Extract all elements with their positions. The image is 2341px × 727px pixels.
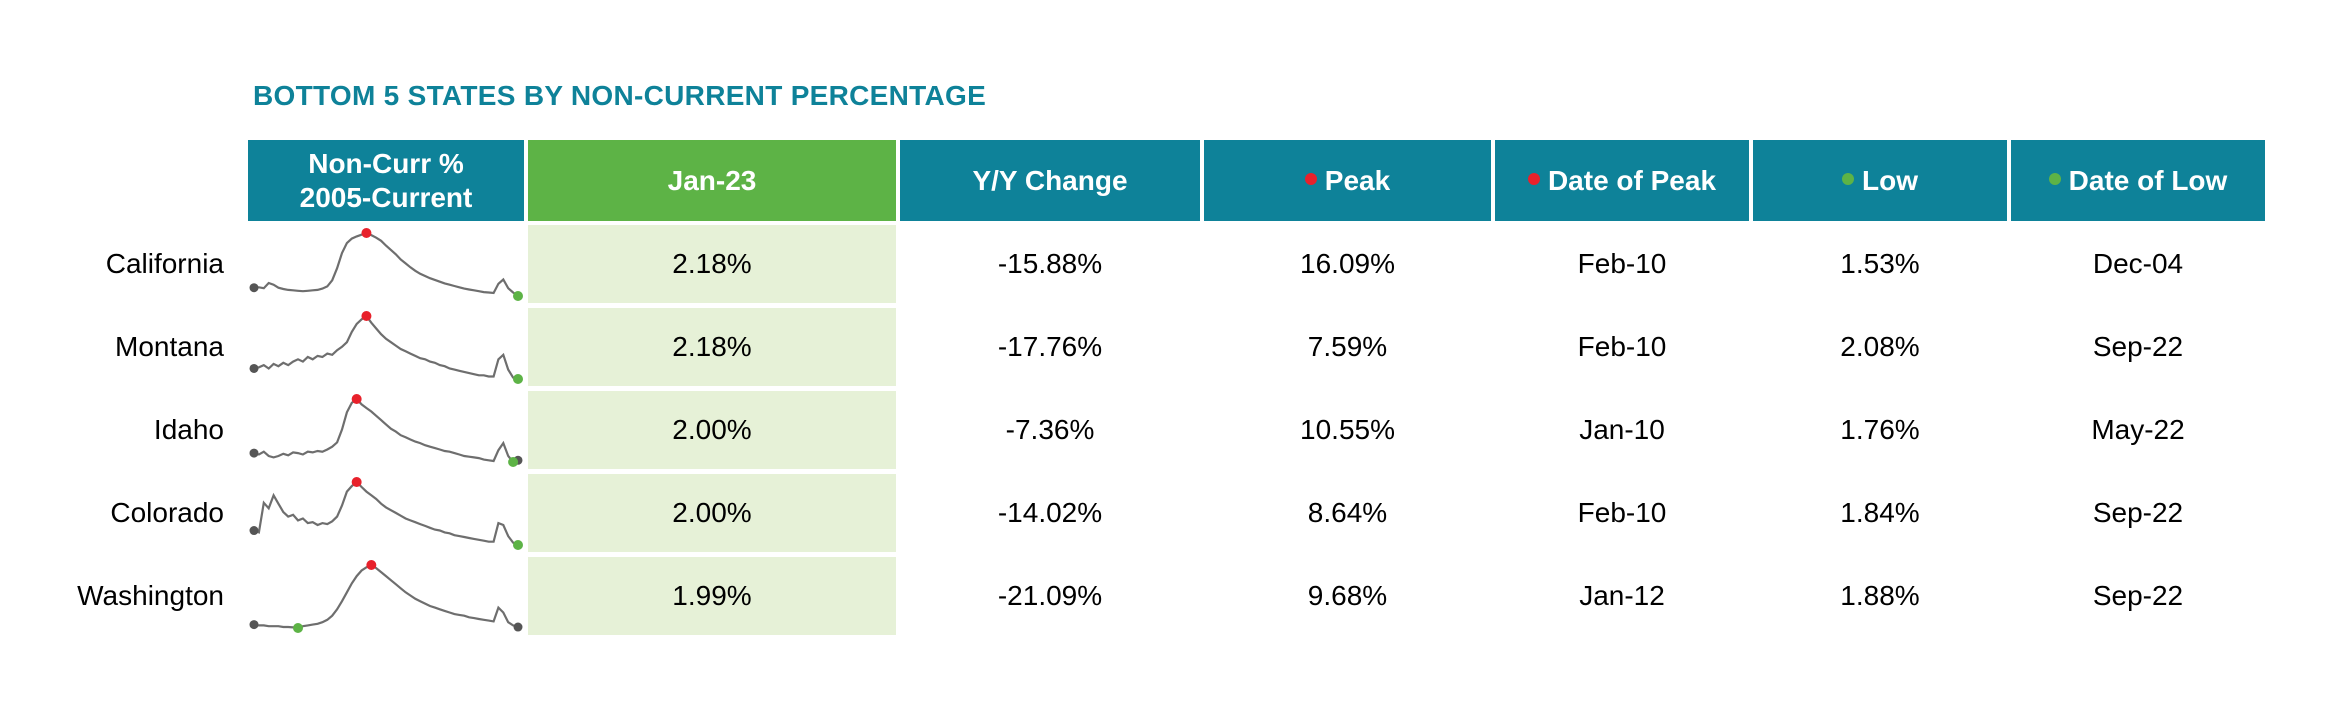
cell-current: 2.18% (528, 225, 896, 303)
cell-peak: 10.55% (1300, 414, 1395, 445)
sparkline-peak-point (351, 477, 362, 487)
sparkline (249, 228, 523, 301)
cell-yoy: -7.36% (1005, 414, 1095, 445)
header-peak-label: Peak (1324, 164, 1391, 196)
state-label: Idaho (153, 414, 224, 445)
cell-low-date: Sep-22 (2092, 497, 2184, 528)
state-label: Colorado (110, 497, 224, 528)
cell-low: 1.84% (1840, 497, 1920, 528)
low-dot-icon (1842, 172, 1854, 185)
sparkline-low-point (293, 623, 303, 633)
cell-peak-date: Feb-10 (1577, 331, 1667, 362)
sparkline (249, 394, 523, 467)
sparkline-series (253, 314, 519, 381)
header-low: Low (1753, 140, 2007, 221)
state-label: Washington (77, 580, 224, 611)
state-label: Montana (115, 331, 224, 362)
header-yoy: Y/Y Change (900, 140, 1200, 221)
header-current: Jan-23 (528, 140, 896, 221)
sparkline-start-point (249, 448, 259, 458)
sparkline-start-point (249, 283, 259, 293)
cell-low-date: Sep-22 (2092, 580, 2184, 611)
sparkline-end-point (513, 622, 523, 632)
header-peak: Peak (1204, 140, 1491, 221)
cell-yoy: -17.76% (997, 331, 1103, 362)
cell-low: 1.76% (1840, 414, 1920, 445)
header-low-label: Low (1862, 164, 1918, 196)
sparkline-series (253, 397, 519, 464)
sparkline (249, 477, 523, 550)
sparkline-series (253, 231, 519, 297)
sparkline-start-point (249, 526, 259, 536)
table-title: BOTTOM 5 STATES BY NON-CURRENT PERCENTAG… (253, 80, 987, 111)
cell-peak: 9.68% (1307, 580, 1388, 611)
cell-peak-date: Feb-10 (1577, 248, 1667, 279)
sparkline-series (253, 480, 519, 546)
header-low-date-label: Date of Low (2068, 164, 2228, 196)
header-peak-date-label: Date of Peak (1547, 164, 1717, 196)
header-sparkline: Non-Curr % 2005-Current (248, 140, 524, 221)
header-sparkline-line2: 2005-Current (299, 181, 473, 213)
cell-current: 2.18% (528, 308, 896, 386)
peak-dot-icon (1527, 172, 1540, 185)
cell-peak-date: Jan-12 (1579, 580, 1665, 611)
sparkline (249, 560, 523, 633)
sparkline-peak-point (366, 560, 377, 570)
cell-current: 2.00% (528, 391, 896, 469)
cell-yoy: -14.02% (997, 497, 1103, 528)
sparkline (249, 311, 523, 384)
peak-dot-icon (1304, 172, 1317, 185)
cell-low: 1.53% (1840, 248, 1920, 279)
cell-current: 1.99% (528, 557, 896, 635)
header-sparkline-line1: Non-Curr % (308, 147, 464, 179)
cell-yoy: -21.09% (997, 580, 1103, 611)
sparkline-peak-point (361, 228, 372, 238)
low-dot-icon (2048, 172, 2061, 185)
cell-low: 1.88% (1840, 580, 1920, 611)
state-label: California (105, 248, 224, 279)
sparkline-low-point (513, 374, 523, 384)
cell-peak: 16.09% (1300, 248, 1395, 279)
header-low-date: Date of Low (2011, 140, 2265, 221)
cell-peak: 7.59% (1307, 331, 1388, 362)
cell-peak-date: Jan-10 (1579, 414, 1665, 445)
cell-low: 2.08% (1840, 331, 1920, 362)
sparkline-peak-point (351, 394, 362, 404)
sparkline-low-point (513, 291, 523, 301)
sparkline-low-point (513, 540, 523, 550)
cell-peak: 8.64% (1307, 497, 1388, 528)
cell-yoy: -15.88% (997, 248, 1103, 279)
sparkline-start-point (249, 363, 259, 373)
sparkline-low-point (508, 457, 519, 467)
cell-current: 2.00% (528, 474, 896, 552)
sparkline-start-point (249, 620, 259, 630)
sparkline-peak-point (361, 311, 372, 321)
cell-low-date: Sep-22 (2092, 331, 2184, 362)
sparkline-series (253, 563, 519, 630)
cell-low-date: May-22 (2091, 414, 2185, 445)
cell-low-date: Dec-04 (2092, 248, 2184, 279)
cell-peak-date: Feb-10 (1577, 497, 1667, 528)
header-peak-date: Date of Peak (1495, 140, 1749, 221)
